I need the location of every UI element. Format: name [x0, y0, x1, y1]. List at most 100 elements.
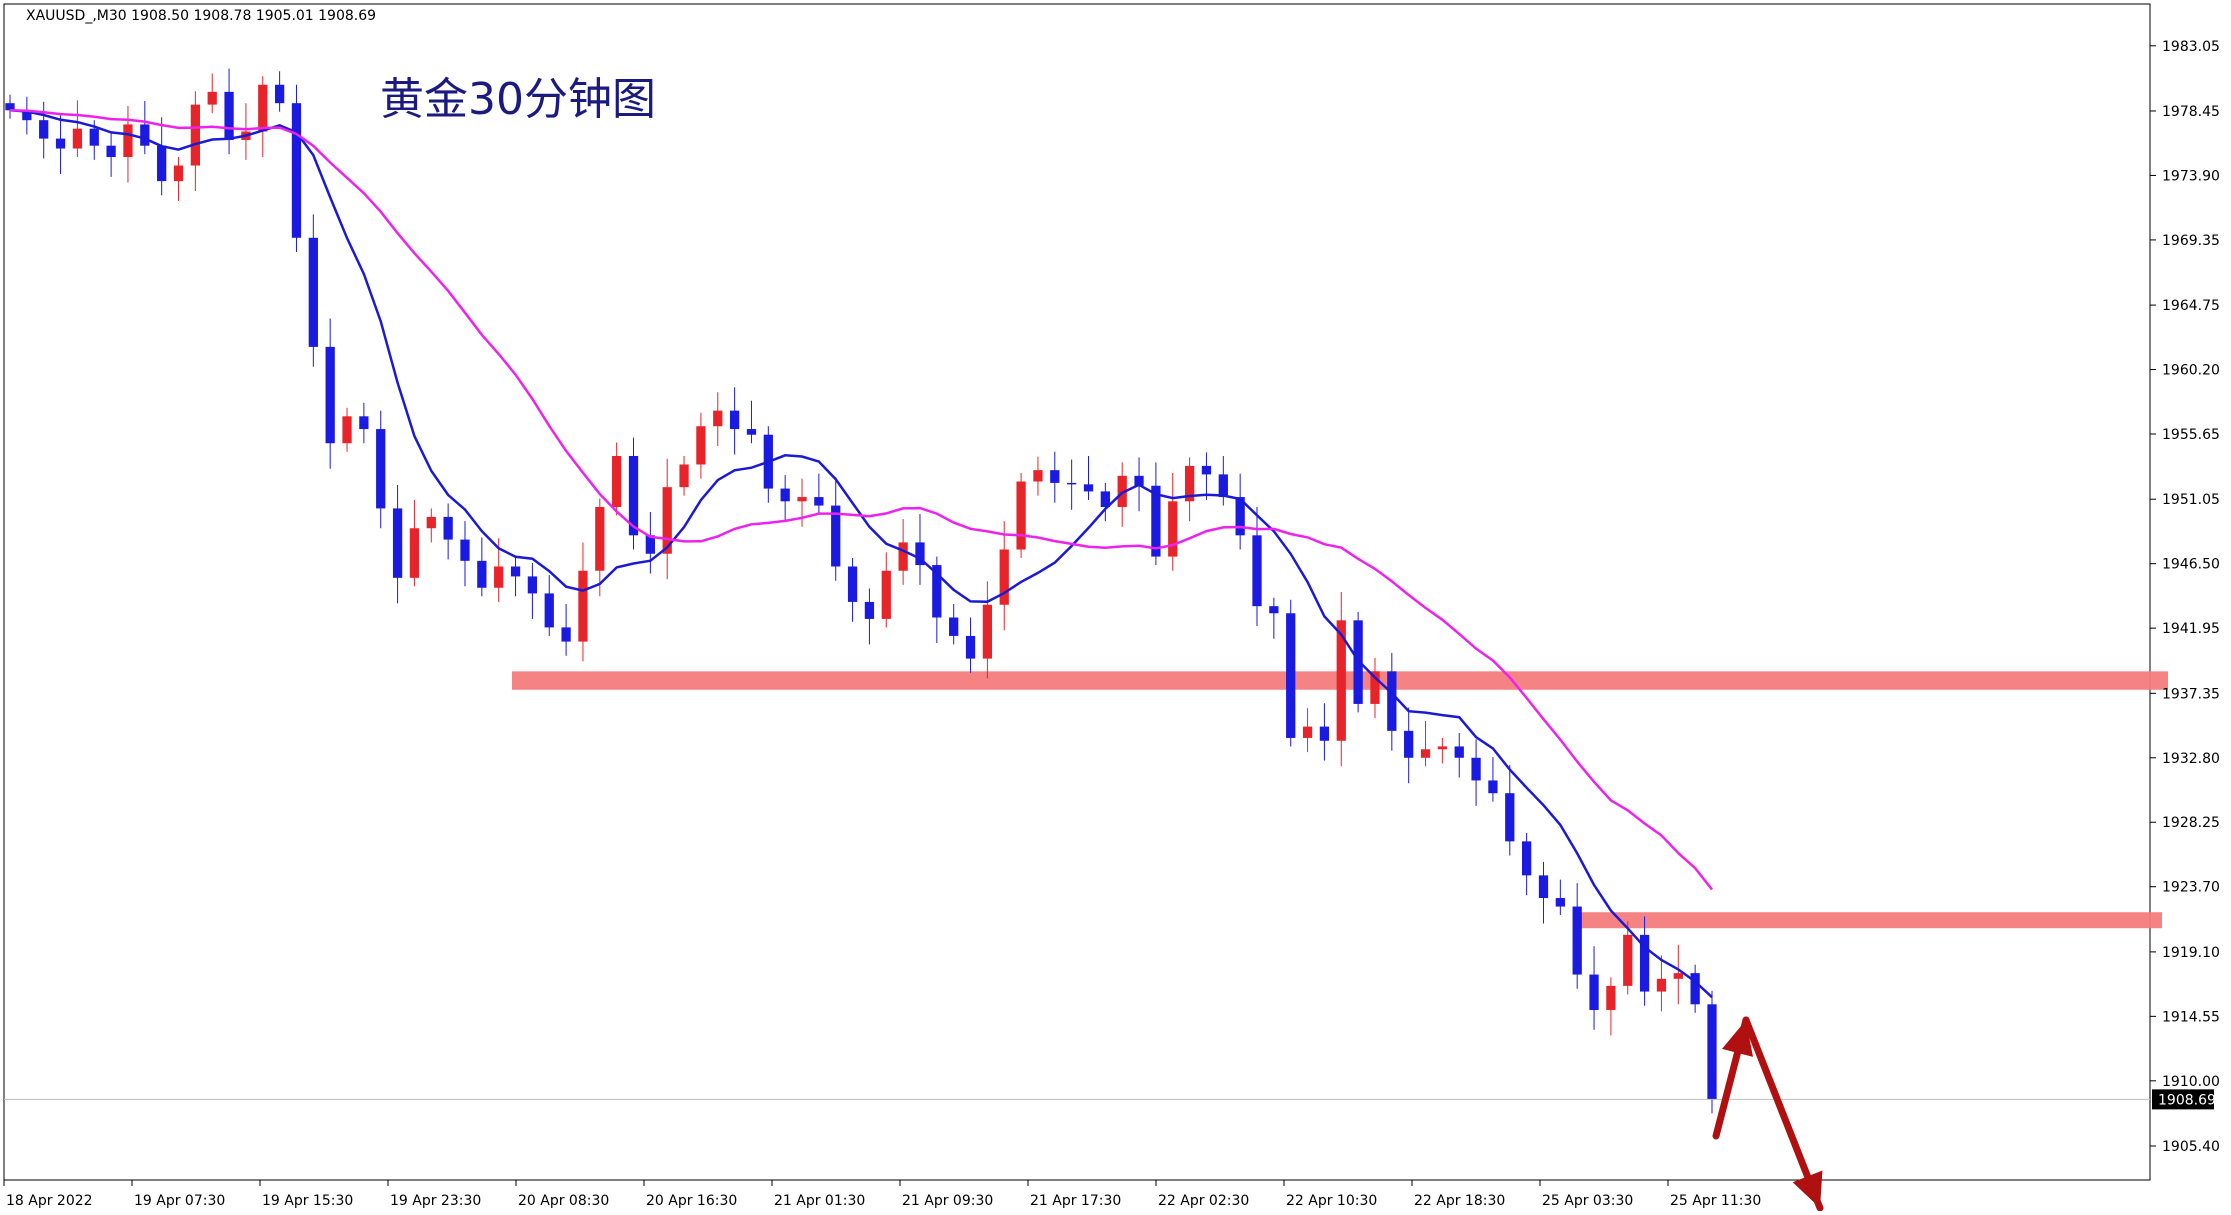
arrow-down-head [1792, 1170, 1823, 1208]
candle-body [797, 497, 807, 502]
candle-body [561, 627, 571, 642]
candle-body [1656, 978, 1667, 992]
candle-body [527, 576, 538, 594]
candle-body [72, 128, 83, 149]
candle-body [22, 110, 32, 121]
candle-body [1521, 841, 1532, 876]
x-tick-label: 22 Apr 10:30 [1286, 1193, 1377, 1209]
candle-body [1218, 474, 1228, 498]
candle-body [831, 505, 841, 567]
candle-body [713, 410, 723, 427]
candle-body [342, 416, 352, 444]
x-tick-label: 21 Apr 09:30 [902, 1193, 993, 1209]
candle-body [898, 542, 908, 571]
y-tick-label: 1969.35 [2162, 233, 2220, 249]
chart-annotation-title: 黄金30分钟图 [380, 74, 656, 125]
candle-body [864, 601, 875, 619]
y-tick-label: 1978.45 [2162, 104, 2220, 120]
arrow-up-head [1721, 1020, 1753, 1057]
candle-body [847, 566, 858, 602]
candle-body [190, 104, 201, 166]
y-tick-label: 1919.10 [2162, 945, 2220, 961]
candle-body [746, 429, 757, 435]
candle-body [510, 566, 521, 577]
plot-frame [3, 3, 2151, 1181]
candle-body [106, 145, 116, 158]
candle-body [89, 128, 99, 146]
candle-body [1319, 726, 1330, 741]
candle-body [1538, 875, 1549, 899]
candle-body [1471, 757, 1481, 781]
candle-body [274, 84, 285, 104]
x-tick-label: 25 Apr 03:30 [1542, 1193, 1633, 1209]
candle-body [1083, 484, 1094, 492]
candle-body [392, 508, 403, 578]
y-tick-label: 1973.90 [2162, 168, 2220, 184]
current-price-label: 1908.69 [2158, 1092, 2216, 1108]
y-tick-label: 1932.80 [2162, 751, 2220, 767]
candle-body [460, 539, 470, 561]
candle-body [662, 487, 672, 554]
y-tick-label: 1964.75 [2162, 298, 2220, 314]
candle-body [1589, 974, 1599, 1010]
candle-body [1370, 671, 1380, 704]
x-tick-label: 25 Apr 11:30 [1670, 1193, 1761, 1209]
candle-body [477, 560, 487, 588]
candle-body [1572, 906, 1582, 975]
candle-body [426, 516, 436, 529]
y-tick-label: 1946.50 [2162, 557, 2220, 573]
candle-body [5, 103, 15, 111]
candle-body [157, 145, 167, 182]
x-tick-label: 21 Apr 01:30 [774, 1193, 865, 1209]
candle-body [814, 497, 824, 506]
y-tick-label: 1951.05 [2162, 492, 2220, 508]
y-tick-label: 1941.95 [2162, 621, 2220, 637]
candle-body [494, 566, 504, 588]
ma-slow-line [9, 109, 1713, 891]
candle-body [123, 124, 133, 158]
x-tick-label: 19 Apr 07:30 [134, 1193, 225, 1209]
candle-body [376, 429, 386, 509]
x-tick-label: 22 Apr 02:30 [1158, 1193, 1249, 1209]
candle-body [1488, 780, 1498, 794]
candle-body [1673, 973, 1683, 979]
candle-body [729, 410, 740, 430]
candle-body [1134, 475, 1144, 486]
candle-body [140, 124, 150, 146]
y-tick-label: 1905.40 [2162, 1139, 2220, 1155]
y-tick-label: 1923.70 [2162, 880, 2220, 896]
x-tick-label: 19 Apr 15:30 [262, 1193, 353, 1209]
candle-body [1067, 482, 1077, 485]
candle-body [1033, 470, 1043, 482]
candle-body [1454, 746, 1464, 758]
candle-body [881, 570, 891, 619]
candle-body [1336, 620, 1346, 741]
candle-body [39, 120, 49, 139]
candle-body [595, 506, 605, 571]
symbol-info: XAUUSD_,M30 1908.50 1908.78 1905.01 1908… [26, 8, 376, 24]
y-tick-label: 1937.35 [2162, 686, 2220, 702]
x-tick-label: 22 Apr 18:30 [1414, 1193, 1505, 1209]
candle-body [1404, 730, 1414, 758]
y-tick-label: 1910.00 [2162, 1074, 2220, 1090]
candle-body [965, 635, 976, 659]
candle-body [1707, 1004, 1717, 1100]
candle-body [1690, 973, 1700, 1005]
y-tick-label: 1983.05 [2162, 39, 2220, 55]
candle-body [982, 604, 993, 659]
candle-body [207, 91, 217, 105]
candle-body [544, 593, 554, 628]
candle-body [578, 570, 588, 642]
candle-body [1639, 934, 1650, 992]
candle-body [1184, 465, 1195, 502]
x-tick-label: 18 Apr 2022 [6, 1193, 93, 1209]
candle-body [915, 542, 925, 566]
candle-body [1151, 485, 1161, 557]
candle-body [1302, 726, 1313, 738]
candle-body [1623, 934, 1633, 986]
candle-body [1269, 606, 1279, 614]
candle-body [1016, 481, 1026, 550]
candle-body [1286, 613, 1296, 738]
